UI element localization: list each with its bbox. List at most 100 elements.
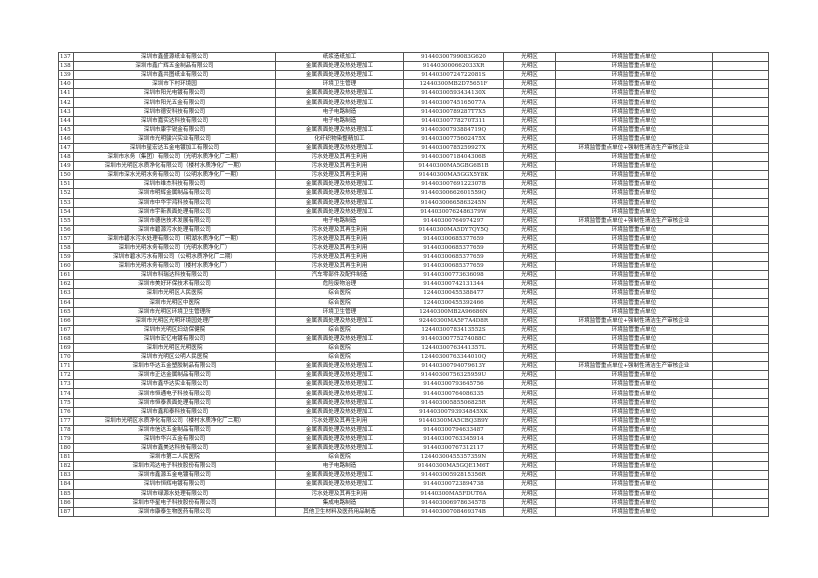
- district-cell: 光明区: [503, 170, 556, 181]
- district-cell: 光明区: [503, 179, 556, 190]
- category-cell: 环境监管重点单位: [555, 188, 713, 199]
- table-row: 169 深圳市光明区光明医院 综合医院 12440300763441357L 光明区 环境…: [58, 342, 769, 354]
- district-cell: 光明区: [503, 106, 556, 117]
- row-number-cell: 140: [58, 79, 74, 90]
- industry-cell: 金属表面处理及热处理加工: [275, 333, 404, 345]
- table-row: 144 深圳市嘉实达科技有限公司 电子电路制造 91440300778270T311 光…: [58, 115, 769, 126]
- district-cell: 光明区: [503, 161, 556, 172]
- industry-cell: 污水处理及其再生利用: [275, 233, 404, 244]
- company-name-cell: 深圳市宇新表面处理有限公司: [73, 206, 276, 217]
- category-cell: 环境监管重点单位: [555, 88, 713, 99]
- row-number-cell: 146: [58, 133, 74, 144]
- row-number-cell: 153: [58, 197, 74, 208]
- empty-cell: [712, 79, 769, 90]
- empty-cell: [712, 161, 769, 172]
- table-row: 143 深圳市德安科技有限公司 电子电路制造 91440300789287T7X5 光明…: [58, 106, 769, 117]
- category-cell: 环境监管重点单位: [555, 461, 713, 472]
- row-number-cell: 154: [58, 206, 74, 217]
- company-name-cell: 深圳市恒通电子科技有限公司: [73, 388, 276, 399]
- district-cell: 光明区: [503, 252, 556, 263]
- row-number-cell: 137: [58, 51, 74, 63]
- district-cell: 光明区: [503, 397, 556, 408]
- company-name-cell: 深圳市碧水污水有限公司（公明水质净化厂二期）: [73, 252, 276, 263]
- row-number-cell: 178: [58, 424, 74, 435]
- empty-cell: [712, 506, 769, 517]
- empty-cell: [712, 333, 769, 345]
- company-name-cell: 深圳市碧源污水处理有限公司: [73, 224, 276, 235]
- credit-code-cell: 91440300685377659: [403, 261, 504, 272]
- row-number-cell: 182: [58, 461, 74, 472]
- table-row: 179 深圳市华兴五金有限公司 金属表面处理及热处理加工 91440300763345…: [58, 433, 769, 445]
- district-cell: 光明区: [503, 288, 556, 299]
- category-cell: 环境监管重点单位: [555, 133, 713, 144]
- category-cell: 环境监管重点单位: [555, 170, 713, 181]
- empty-cell: [712, 370, 769, 381]
- industry-cell: 综合医院: [275, 452, 404, 463]
- industry-cell: 金属表面处理及热处理加工: [275, 433, 404, 445]
- table-row: 180 深圳市鑫美达科技有限公司 金属表面处理及热处理加工 9144030076731…: [58, 443, 769, 454]
- table-row: 167 深圳市光明区妇幼保健院 综合医院 12440300783413552S 光明区环…: [58, 324, 769, 335]
- company-name-cell: 深圳市康泰生物医药有限公司: [73, 506, 276, 517]
- industry-cell: 污水处理及其再生利用: [275, 224, 404, 235]
- empty-cell: [712, 297, 769, 308]
- table-row: 137 深圳市鑫盛源纸业有限公司 纸浆造纸加工 91440300799083G620 光…: [58, 51, 769, 63]
- company-name-cell: 深圳市光明水务有限公司（光明水质净化厂）: [73, 242, 276, 254]
- credit-code-cell: 91440300723894738: [403, 479, 504, 490]
- company-name-cell: 深圳市维杰科技有限公司: [73, 179, 276, 190]
- table-row: 163 深圳市光明区人民医院 综合医院 12440300455388477 光明区 环境监…: [58, 288, 769, 299]
- credit-code-cell: 91440300718404306B: [403, 152, 504, 163]
- table-row: 168 深圳市宏亿电镀有限公司 金属表面处理及热处理加工 91440300775274…: [58, 333, 769, 345]
- district-cell: 光明区: [503, 342, 556, 354]
- district-cell: 光明区: [503, 279, 556, 290]
- company-name-cell: 深圳市中华宇鸿科技有限公司: [73, 197, 276, 208]
- row-number-cell: 167: [58, 324, 74, 335]
- credit-code-cell: 91440300742131344: [403, 279, 504, 290]
- company-name-cell: 深圳市科瑞达科技有限公司: [73, 270, 276, 281]
- category-cell: 环境监管重点单位: [555, 497, 713, 508]
- credit-code-cell: 91440300775274088C: [403, 333, 504, 345]
- empty-cell: [712, 51, 769, 63]
- credit-code-cell: 91440300662601559Q: [403, 188, 504, 199]
- category-cell: 环境监管重点单位: [555, 97, 713, 108]
- company-name-cell: 深圳市水务（集团）有限公司（光明水质净化厂二期）: [73, 152, 276, 163]
- district-cell: 光明区: [503, 224, 556, 235]
- company-name-cell: 深圳市绿源水处理有限公司: [73, 488, 276, 499]
- table-row: 139 深圳市鑫共图纸业有限公司 金属表面处理及热处理加工 9144030072472…: [58, 70, 769, 81]
- category-cell: 环境监管重点单位: [555, 352, 713, 363]
- category-cell: 环境监管重点单位: [555, 406, 713, 417]
- industry-cell: 金属表面处理及热处理加工: [275, 124, 404, 135]
- credit-code-cell: 12440300MB2A96686N: [403, 306, 504, 317]
- industry-cell: 综合医院: [275, 297, 404, 308]
- credit-code-cell: 91440300799083G620: [403, 51, 504, 63]
- table-body: 137 深圳市鑫盛源纸业有限公司 纸浆造纸加工 91440300799083G620 光…: [58, 51, 769, 517]
- industry-cell: 金属表面处理及热处理加工: [275, 142, 404, 154]
- company-name-cell: 深圳市鑫共图纸业有限公司: [73, 70, 276, 81]
- category-cell: 环境监管重点单位: [555, 433, 713, 445]
- category-cell: 环境监管重点单位: [555, 279, 713, 290]
- category-cell: 环境监管重点单位: [555, 179, 713, 190]
- row-number-cell: 152: [58, 188, 74, 199]
- empty-cell: [712, 315, 769, 326]
- industry-cell: 电子电路制造: [275, 215, 404, 226]
- empty-cell: [712, 306, 769, 317]
- company-name-cell: 深圳市华达五金塑胶制品有限公司: [73, 361, 276, 372]
- company-name-cell: 深圳市德安科技有限公司: [73, 106, 276, 117]
- industry-cell: 金属表面处理及热处理加工: [275, 88, 404, 99]
- empty-cell: [712, 443, 769, 454]
- table-row: 181 深圳市第二人民医院 综合医院 12440300455357359N 光明区 环境监…: [58, 452, 769, 463]
- company-name-cell: 深圳市光明区水质净化有限公司（楼村水质净化厂一期）: [73, 161, 276, 172]
- row-number-cell: 148: [58, 152, 74, 163]
- company-name-cell: 深圳市正达金属制品有限公司: [73, 370, 276, 381]
- empty-cell: [712, 197, 769, 208]
- company-name-cell: 深圳市宏亿电镀有限公司: [73, 333, 276, 345]
- category-cell: 环境监管重点单位: [555, 115, 713, 126]
- table-row: 161 深圳市科瑞达科技有限公司 汽车零部件及配件制造 914403007736360…: [58, 270, 769, 281]
- company-name-cell: 深圳市明辉金属制品有限公司: [73, 188, 276, 199]
- industry-cell: 环境卫生管理: [275, 306, 404, 317]
- category-cell: 环境监管重点单位: [555, 79, 713, 90]
- district-cell: 光明区: [503, 461, 556, 472]
- table-row: 156 深圳市碧源污水处理有限公司 污水处理及其再生利用 91440300MA5DY7…: [58, 224, 769, 235]
- row-number-cell: 179: [58, 433, 74, 445]
- district-cell: 光明区: [503, 452, 556, 463]
- empty-cell: [712, 252, 769, 263]
